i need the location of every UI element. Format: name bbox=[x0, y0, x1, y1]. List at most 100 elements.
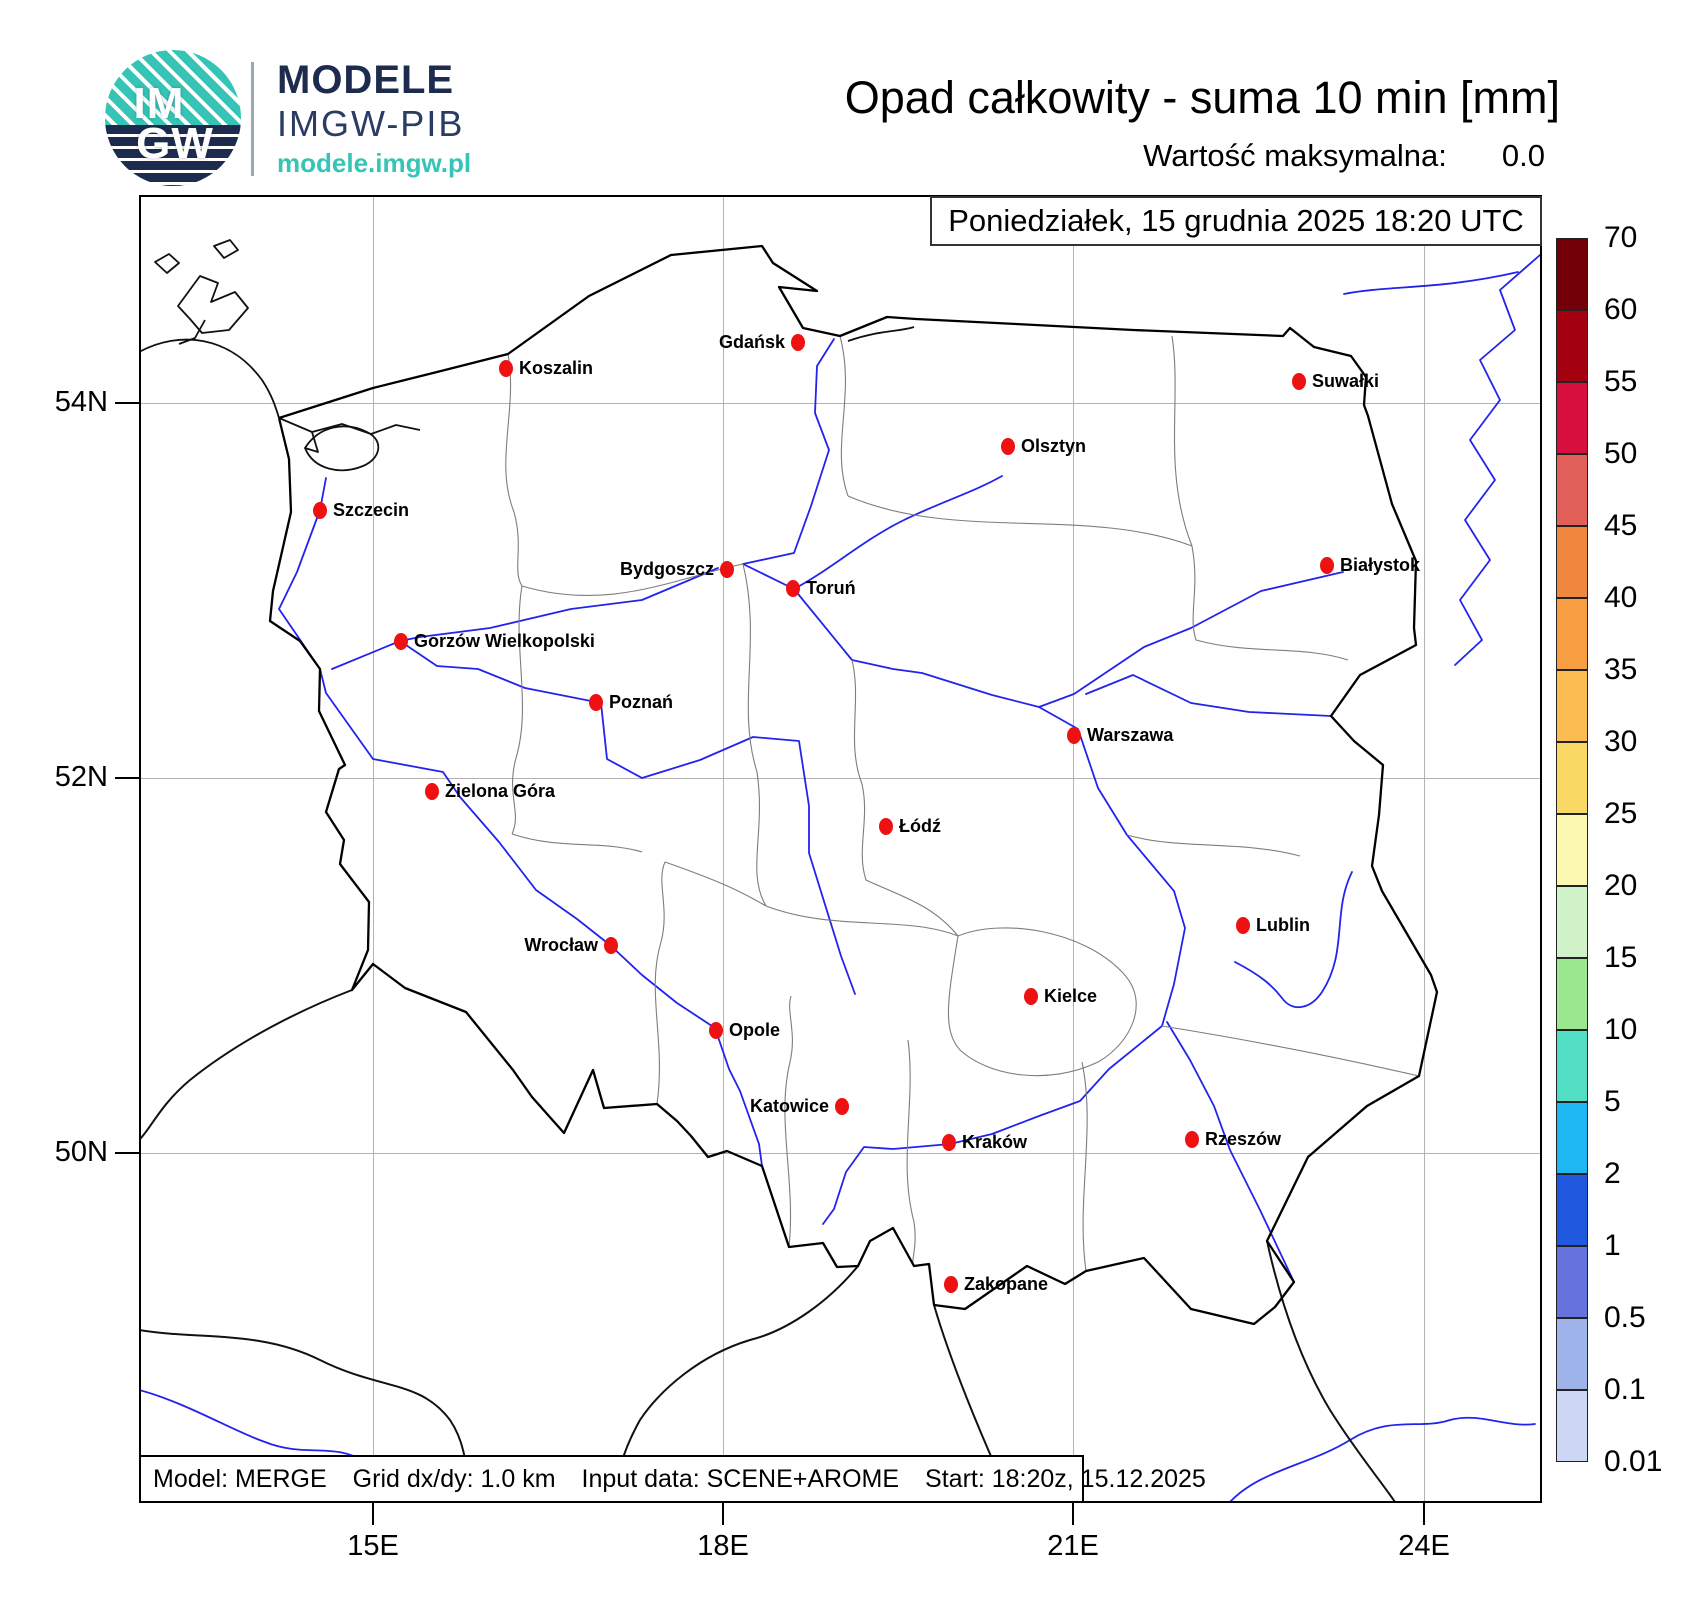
city-dot bbox=[1067, 727, 1081, 744]
city-dot bbox=[425, 783, 439, 800]
colorbar-label-25: 25 bbox=[1604, 797, 1638, 830]
city-label: Rzeszów bbox=[1205, 1129, 1282, 1149]
x-tick-15E bbox=[372, 1503, 374, 1525]
model-info-box: Model: MERGE Grid dx/dy: 1.0 km Input data… bbox=[139, 1455, 1206, 1503]
city-label: Lublin bbox=[1256, 915, 1310, 935]
x-tick-24E bbox=[1423, 1503, 1425, 1525]
colorbar-label-60: 60 bbox=[1604, 293, 1638, 326]
gridline-horizontal-54N bbox=[141, 403, 1540, 404]
city-dot bbox=[786, 580, 800, 597]
gridline-vertical-21E bbox=[1073, 197, 1074, 1501]
max-value-label: Wartość maksymalna: bbox=[1143, 138, 1447, 173]
x-tick-label-24E: 24E bbox=[1398, 1530, 1450, 1562]
city-dot bbox=[1292, 373, 1306, 390]
city-dot bbox=[394, 633, 408, 650]
colorbar-segment-50 bbox=[1556, 454, 1588, 526]
y-tick-label-52N: 52N bbox=[54, 761, 108, 793]
city-label: Warszawa bbox=[1087, 725, 1174, 745]
model-info-item-0: Model: MERGE bbox=[153, 1464, 327, 1493]
city-dot bbox=[1024, 988, 1038, 1005]
colorbar-segment-0.5 bbox=[1556, 1318, 1588, 1390]
y-tick-label-50N: 50N bbox=[54, 1136, 108, 1168]
colorbar-label-70: 70 bbox=[1604, 221, 1638, 254]
colorbar-segment-30 bbox=[1556, 742, 1588, 814]
city-label: Olsztyn bbox=[1021, 436, 1087, 456]
map-geography bbox=[139, 239, 1541, 1503]
colorbar-label-45: 45 bbox=[1604, 509, 1638, 542]
y-tick-54N bbox=[115, 402, 139, 404]
model-info-item-3: Start: 18:20z, 15.12.2025 bbox=[925, 1464, 1206, 1493]
x-tick-label-18E: 18E bbox=[697, 1530, 749, 1562]
page-title: Opad całkowity - suma 10 min [mm] bbox=[844, 72, 1560, 123]
city-label: Koszalin bbox=[519, 358, 594, 378]
colorbar-label-2: 2 bbox=[1604, 1157, 1621, 1190]
region-borders bbox=[505, 335, 1420, 1272]
colorbar-segment-0.1 bbox=[1556, 1390, 1588, 1462]
model-info-item-1: Grid dx/dy: 1.0 km bbox=[352, 1464, 556, 1493]
colorbar-label-50: 50 bbox=[1604, 437, 1638, 470]
y-tick-52N bbox=[115, 777, 139, 779]
colorbar-segment-35 bbox=[1556, 670, 1588, 742]
colorbar-label-35: 35 bbox=[1604, 653, 1638, 686]
imgw-logo: IM GW bbox=[105, 50, 241, 186]
city-label: Bydgoszcz bbox=[619, 559, 714, 579]
brand-url: modele.imgw.pl bbox=[277, 148, 472, 178]
colorbar-segment-5 bbox=[1556, 1102, 1588, 1174]
gridline-vertical-18E bbox=[723, 197, 724, 1501]
city-dot bbox=[313, 502, 327, 519]
colorbar-segment-70 bbox=[1556, 238, 1588, 310]
city-label: Katowice bbox=[749, 1096, 829, 1116]
city-label: Kraków bbox=[962, 1132, 1028, 1152]
colorbar-segment-2 bbox=[1556, 1174, 1588, 1246]
city-label: Szczecin bbox=[333, 500, 410, 520]
city-dot bbox=[1001, 438, 1015, 455]
city-label: Toruń bbox=[806, 578, 856, 598]
x-tick-21E bbox=[1072, 1503, 1074, 1525]
max-value: 0.0 bbox=[1501, 138, 1545, 173]
city-dot bbox=[499, 360, 513, 377]
colorbar-label-0.01: 0.01 bbox=[1604, 1445, 1663, 1478]
imgw-logo-wave bbox=[105, 124, 241, 186]
brand-name: MODELE bbox=[277, 58, 455, 102]
datetime-box: Poniedziałek, 15 grudnia 2025 18:20 UTC bbox=[930, 196, 1542, 246]
gridline-vertical-24E bbox=[1424, 197, 1425, 1501]
city-dot bbox=[604, 937, 618, 954]
colorbar-label-5: 5 bbox=[1604, 1085, 1621, 1118]
imgw-logo-text-top: IM bbox=[133, 79, 185, 128]
colorbar-segment-60 bbox=[1556, 310, 1588, 382]
colorbar-segment-10 bbox=[1556, 1030, 1588, 1102]
datetime-label: Poniedziałek, 15 grudnia 2025 18:20 UTC bbox=[948, 203, 1524, 238]
colorbar-label-30: 30 bbox=[1604, 725, 1638, 758]
logo-divider bbox=[251, 62, 254, 176]
model-info-item-2: Input data: SCENE+AROME bbox=[581, 1464, 900, 1493]
x-tick-18E bbox=[722, 1503, 724, 1525]
city-label: Wrocław bbox=[524, 935, 598, 955]
city-label: Zielona Góra bbox=[445, 781, 556, 801]
imgw-logo-text-bottom: GW bbox=[136, 119, 214, 168]
city-dot bbox=[1320, 557, 1334, 574]
colorbar-label-10: 10 bbox=[1604, 1013, 1638, 1046]
city-label: Poznań bbox=[609, 692, 674, 712]
city-dot bbox=[720, 561, 734, 578]
rivers bbox=[139, 254, 1541, 1503]
brand-subname: IMGW-PIB bbox=[277, 103, 465, 144]
colorbar-segment-15 bbox=[1556, 958, 1588, 1030]
colorbar bbox=[1556, 238, 1588, 1462]
city-dot bbox=[835, 1098, 849, 1115]
y-tick-50N bbox=[115, 1152, 139, 1154]
city-label: Gdańsk bbox=[718, 332, 785, 352]
city-dot bbox=[709, 1022, 723, 1039]
city-label: Gorzów Wielkopolski bbox=[414, 631, 595, 651]
colorbar-label-0.1: 0.1 bbox=[1604, 1373, 1646, 1406]
city-label: Opole bbox=[729, 1020, 781, 1040]
colorbar-label-40: 40 bbox=[1604, 581, 1638, 614]
city-label: Suwałki bbox=[1312, 371, 1380, 391]
gridline-horizontal-52N bbox=[141, 778, 1540, 779]
colorbar-segment-40 bbox=[1556, 598, 1588, 670]
city-label: Zakopane bbox=[964, 1274, 1049, 1294]
y-tick-label-54N: 54N bbox=[54, 386, 108, 418]
x-tick-label-21E: 21E bbox=[1047, 1530, 1099, 1562]
colorbar-segment-55 bbox=[1556, 382, 1588, 454]
colorbar-segment-1 bbox=[1556, 1246, 1588, 1318]
